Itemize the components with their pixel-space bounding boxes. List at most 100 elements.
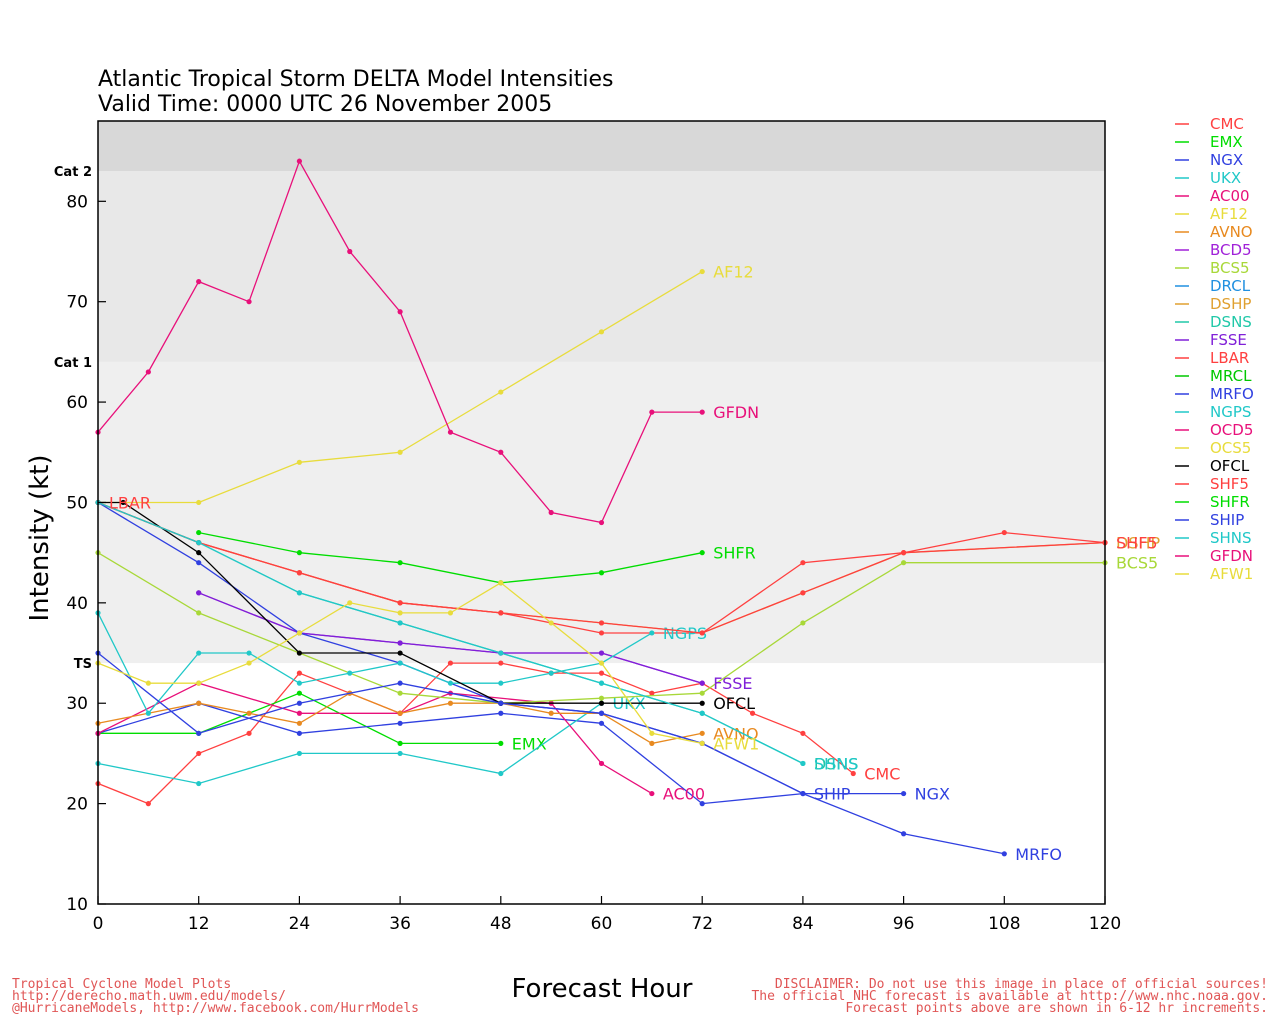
series-end-label: EMX — [512, 734, 547, 753]
footer-right: DISCLAIMER: Do not use this image in pla… — [751, 977, 1268, 1016]
series-line — [97, 501, 1106, 634]
data-point — [498, 650, 504, 656]
data-point — [447, 610, 454, 616]
data-point — [598, 760, 605, 767]
legend-entry: BCS5 — [1210, 259, 1250, 277]
data-point — [397, 720, 403, 726]
data-point — [699, 268, 705, 275]
data-point — [196, 610, 202, 616]
data-point — [246, 660, 252, 666]
legend-entry: UKX — [1210, 169, 1241, 187]
series-end-label: FSSE — [713, 674, 752, 693]
x-tick-label: 60 — [591, 914, 613, 934]
data-point — [1001, 851, 1007, 857]
x-tick-label: 0 — [93, 914, 104, 934]
series-line — [97, 682, 653, 795]
y-axis-ticks: 10 20 30 40 50 60 70 80 — [66, 192, 106, 915]
legend-entry: SHIP — [1210, 511, 1244, 529]
x-tick-label: 12 — [188, 914, 210, 934]
data-point — [296, 158, 302, 164]
data-point — [196, 279, 202, 285]
data-point — [1001, 529, 1007, 536]
x-tick-label: 108 — [988, 914, 1020, 934]
series-end-label: AC00 — [663, 785, 705, 804]
data-point — [196, 680, 202, 686]
data-point — [699, 550, 705, 556]
y-tick-label: 30 — [66, 694, 88, 714]
data-point — [699, 680, 705, 686]
data-point — [598, 700, 605, 706]
series-end-label: NGX — [915, 785, 950, 804]
legend: CMCEMXNGXUKXAC00AF12AVNOBCD5BCS5DRCLDSHP… — [1175, 115, 1254, 583]
data-point — [397, 680, 403, 686]
series-line — [98, 501, 703, 704]
category-band — [98, 121, 1105, 172]
y-tick-label: 60 — [66, 393, 88, 413]
x-tick-label: 120 — [1089, 914, 1121, 934]
data-point — [699, 630, 705, 636]
data-point — [699, 740, 705, 746]
series-shns: SHNS — [95, 499, 858, 773]
data-point — [145, 801, 151, 807]
data-point — [447, 700, 454, 706]
data-point — [699, 801, 705, 807]
footer-right-line: The official NHC forecast is available a… — [751, 989, 1268, 1004]
series-end-label: MRFO — [1015, 845, 1062, 864]
series-end-label: DSNS — [814, 754, 859, 773]
data-point — [598, 329, 605, 335]
x-tick-label: 84 — [792, 914, 814, 934]
series-end-label: AFW1 — [713, 734, 759, 753]
data-point — [246, 650, 252, 656]
data-point — [397, 710, 403, 716]
legend-entry: DSHP — [1210, 295, 1251, 313]
data-point — [800, 560, 806, 566]
series-line — [198, 531, 703, 584]
series-end-label: GFDN — [713, 403, 759, 422]
data-point — [699, 690, 705, 696]
data-point — [296, 710, 302, 716]
data-point — [296, 550, 302, 556]
legend-entry: AVNO — [1210, 223, 1253, 241]
data-point — [901, 550, 907, 556]
series-ship: SHIP — [95, 650, 851, 804]
data-point — [548, 509, 554, 516]
legend-entry: BCD5 — [1210, 241, 1252, 259]
series-line — [198, 592, 703, 684]
chart-subtitle: Valid Time: 0000 UTC 26 November 2005 — [98, 92, 552, 117]
y-tick-label: 10 — [66, 895, 88, 915]
data-point — [397, 650, 403, 656]
legend-entry: MRFO — [1210, 385, 1254, 403]
data-point — [598, 710, 605, 716]
category-labels: TS Cat 1 Cat 2 — [54, 165, 92, 672]
data-point — [800, 620, 806, 626]
legend-entry: MRCL — [1210, 367, 1252, 385]
series-end-label: OFCL — [713, 694, 755, 713]
series-afw1: AFW1 — [95, 580, 759, 753]
data-point — [447, 429, 454, 435]
series-line — [97, 612, 653, 715]
legend-entry: AC00 — [1210, 187, 1250, 205]
data-point — [296, 630, 302, 636]
data-point — [196, 700, 202, 706]
data-point — [397, 309, 403, 315]
y-tick-label: 50 — [66, 493, 88, 513]
data-point — [246, 710, 252, 716]
legend-entry: NGX — [1210, 151, 1243, 169]
data-point — [598, 695, 605, 701]
data-point — [498, 610, 504, 616]
data-point — [649, 630, 655, 636]
data-point — [850, 770, 856, 777]
series-end-label: AVNO — [713, 724, 758, 743]
series-layer: CMCEMXNGXUKXAC00AF12AVNOBCS5DSHPDSNSFSSE… — [95, 158, 1161, 864]
data-point — [347, 248, 353, 255]
data-point — [598, 660, 605, 666]
data-point — [699, 700, 705, 706]
data-point — [347, 670, 353, 676]
footer-left: Tropical Cyclone Model Plots http://dere… — [12, 977, 419, 1016]
data-point — [699, 409, 705, 415]
legend-entry: SHFR — [1210, 493, 1250, 511]
data-point — [145, 680, 151, 686]
data-point — [649, 790, 655, 797]
data-point — [649, 730, 655, 736]
data-point — [397, 600, 403, 606]
